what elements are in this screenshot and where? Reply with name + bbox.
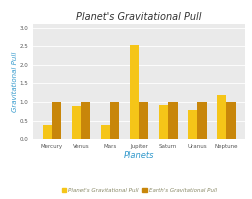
- Bar: [197, 102, 206, 139]
- Bar: [216, 95, 226, 139]
- Bar: [110, 102, 119, 139]
- Title: Planet's Gravitational Pull: Planet's Gravitational Pull: [76, 12, 201, 22]
- Bar: [81, 102, 90, 139]
- Y-axis label: Gravitational Pull: Gravitational Pull: [12, 51, 18, 112]
- Bar: [100, 125, 110, 139]
- Bar: [158, 105, 168, 139]
- Bar: [226, 102, 235, 139]
- Bar: [168, 102, 177, 139]
- Bar: [71, 106, 81, 139]
- Bar: [139, 102, 148, 139]
- Bar: [129, 45, 139, 139]
- Bar: [52, 102, 61, 139]
- Bar: [187, 110, 197, 139]
- Bar: [42, 125, 52, 139]
- Legend: Planet's Gravitational Pull, Earth's Gravitational Pull: Planet's Gravitational Pull, Earth's Gra…: [59, 186, 218, 195]
- X-axis label: Planets: Planets: [123, 151, 154, 160]
